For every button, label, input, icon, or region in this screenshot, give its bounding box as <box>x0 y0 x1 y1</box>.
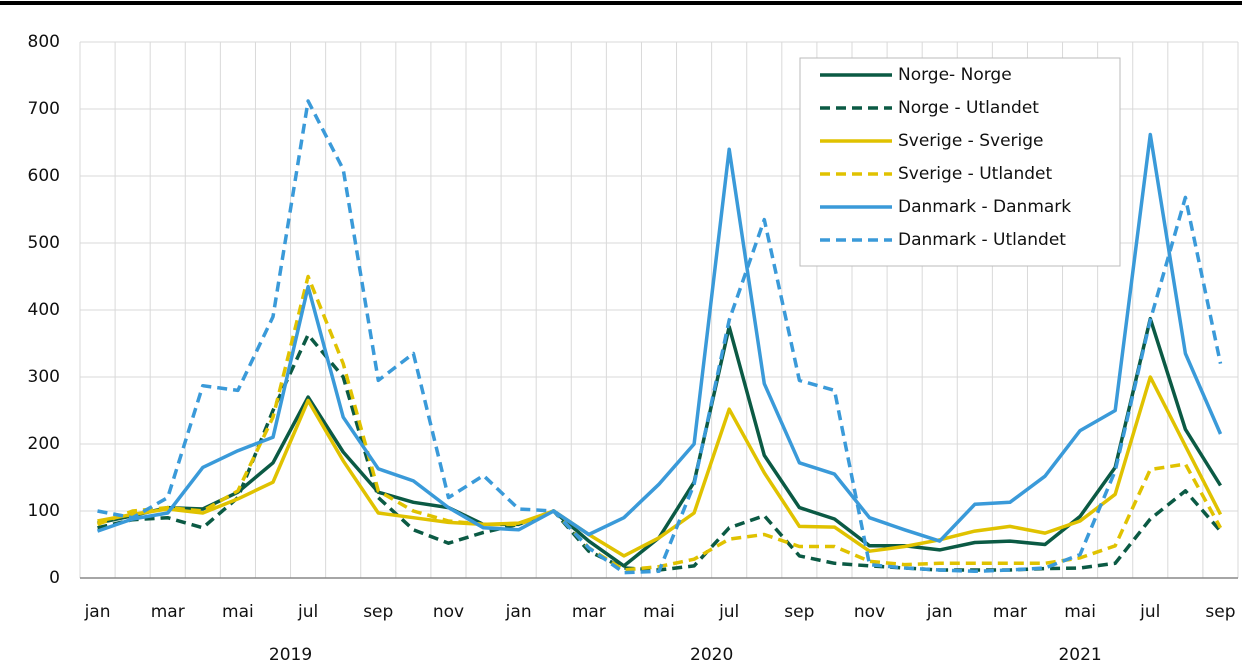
legend-label: Danmark - Danmark <box>898 197 1071 217</box>
x-tick-label: sep <box>784 602 814 622</box>
x-tick-label: sep <box>1205 602 1235 622</box>
legend: Norge- Norge Norge - Utlandet Sverige - Sv… <box>799 57 1121 267</box>
x-tick-label: mai <box>222 602 254 622</box>
x-tick-label: jul <box>1139 602 1160 622</box>
y-tick-label: 500 <box>28 233 60 253</box>
y-tick-label: 0 <box>49 568 60 588</box>
y-tick-label: 700 <box>28 99 60 119</box>
x-tick-label: nov <box>433 602 464 622</box>
legend-label: Sverige - Sverige <box>898 131 1044 151</box>
x-tick-label: mar <box>151 602 185 622</box>
top-rule <box>0 1 1242 5</box>
year-label: 2020 <box>690 645 733 665</box>
legend-label: Sverige - Utlandet <box>898 164 1052 184</box>
series-line <box>96 274 1223 572</box>
x-tick-label: mai <box>643 602 675 622</box>
x-tick-label: mar <box>572 602 606 622</box>
x-tick-label: jan <box>926 602 953 622</box>
y-tick-label: 400 <box>28 300 60 320</box>
y-tick-label: 800 <box>28 32 60 52</box>
y-tick-label: 300 <box>28 367 60 387</box>
y-tick-label: 600 <box>28 166 60 186</box>
legend-label: Danmark - Utlandet <box>898 230 1066 250</box>
x-tick-label: mai <box>1064 602 1096 622</box>
x-tick-label: jan <box>84 602 111 622</box>
y-tick-label: 100 <box>28 501 60 521</box>
series-line <box>97 375 1223 558</box>
legend-label: Norge - Utlandet <box>898 98 1039 118</box>
x-tick-label: nov <box>854 602 885 622</box>
legend-box <box>799 57 1121 267</box>
x-tick-label: mar <box>993 602 1027 622</box>
x-tick-label: jan <box>505 602 532 622</box>
series-line <box>96 132 1223 543</box>
x-tick-label: sep <box>363 602 393 622</box>
y-tick-label: 200 <box>28 434 60 454</box>
year-label: 2019 <box>269 645 312 665</box>
x-tick-label: jul <box>718 602 739 622</box>
x-tick-label: jul <box>297 602 318 622</box>
year-label: 2021 <box>1058 645 1101 665</box>
series-line <box>97 99 1223 575</box>
legend-label: Norge- Norge <box>898 65 1012 85</box>
